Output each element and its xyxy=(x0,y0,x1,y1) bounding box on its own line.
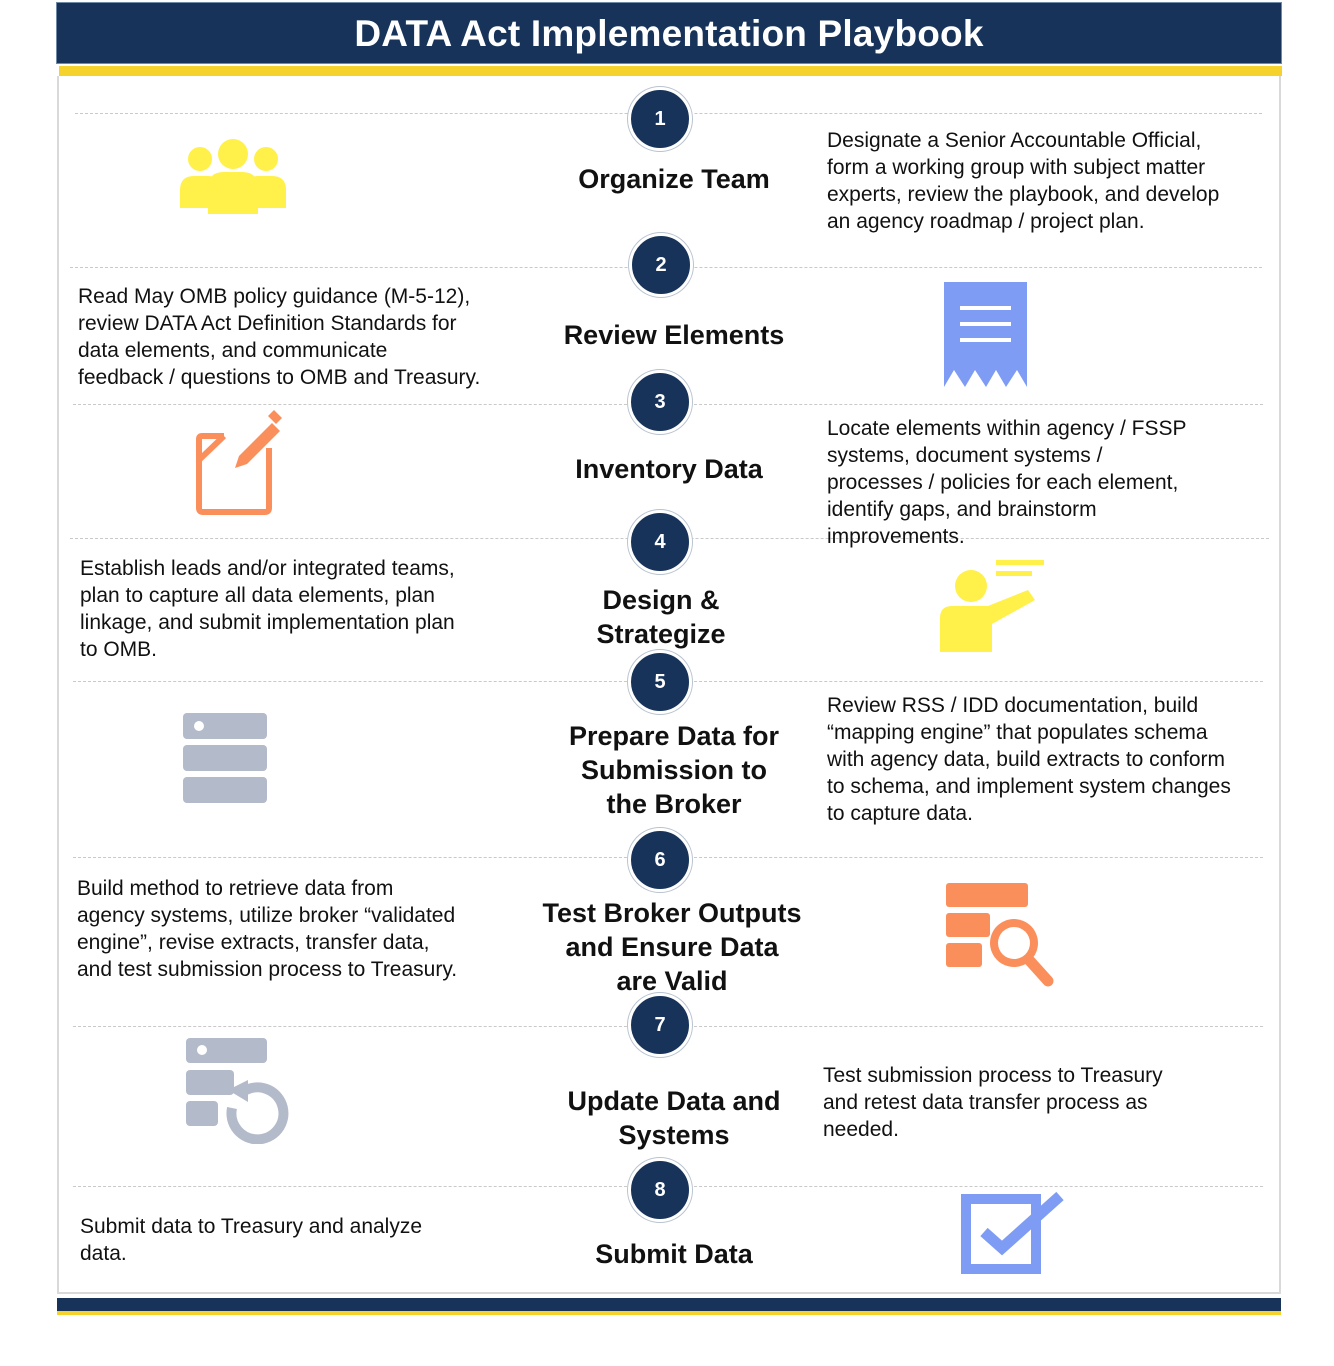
step-7-title: Update Data and Systems xyxy=(567,1086,781,1150)
step-2-number: 2 xyxy=(629,233,693,297)
checkbox-icon xyxy=(961,1191,1064,1274)
step-3-description: Locate elements within agency / FSSP sys… xyxy=(827,417,1187,548)
step-8-description: Submit data to Treasury and analyze data… xyxy=(80,1215,423,1265)
step-1-description: Designate a Senior Accountable Official,… xyxy=(827,129,1220,233)
page-title: DATA Act Implementation Playbook xyxy=(354,13,984,54)
step-1-title: Organize Team xyxy=(578,164,770,194)
server-stack-icon xyxy=(183,713,267,803)
step-5-description: Review RSS / IDD documentation, build “m… xyxy=(827,694,1231,825)
step-6-description: Build method to retrieve data from agenc… xyxy=(77,877,458,981)
step-8-title: Submit Data xyxy=(595,1239,753,1269)
header-accent-stripe xyxy=(59,66,1282,76)
edit-document-icon xyxy=(196,410,282,515)
step-1-number: 1 xyxy=(628,87,692,151)
receipt-document-icon xyxy=(944,282,1027,387)
header-banner: DATA Act Implementation Playbook xyxy=(56,2,1282,64)
team-icon xyxy=(180,139,286,214)
step-8-number: 8 xyxy=(628,1158,692,1222)
footer-bar xyxy=(57,1298,1281,1311)
step-4-title: Design & Strategize xyxy=(596,585,726,649)
server-refresh-icon xyxy=(186,1038,289,1144)
footer-accent-stripe xyxy=(57,1311,1281,1315)
step-4-number: 4 xyxy=(628,510,692,574)
content-frame xyxy=(57,76,1281,1294)
step-7-description: Test submission process to Treasury and … xyxy=(823,1064,1163,1141)
step-5-title: Prepare Data for Submission to the Broke… xyxy=(568,721,780,819)
step-7-number: 7 xyxy=(628,993,692,1057)
step-6-title: Test Broker Outputs and Ensure Data are … xyxy=(542,898,802,996)
step-6-number: 6 xyxy=(628,828,692,892)
presenter-icon xyxy=(940,560,1044,652)
step-2-title: Review Elements xyxy=(563,320,785,350)
step-2-description: Read May OMB policy guidance (M-5-12), r… xyxy=(78,285,481,389)
step-3-number: 3 xyxy=(628,370,692,434)
step-5-number: 5 xyxy=(628,650,692,714)
step-3-title: Inventory Data xyxy=(575,454,763,484)
step-4-description: Establish leads and/or integrated teams,… xyxy=(80,557,455,661)
database-search-icon xyxy=(946,883,1054,987)
